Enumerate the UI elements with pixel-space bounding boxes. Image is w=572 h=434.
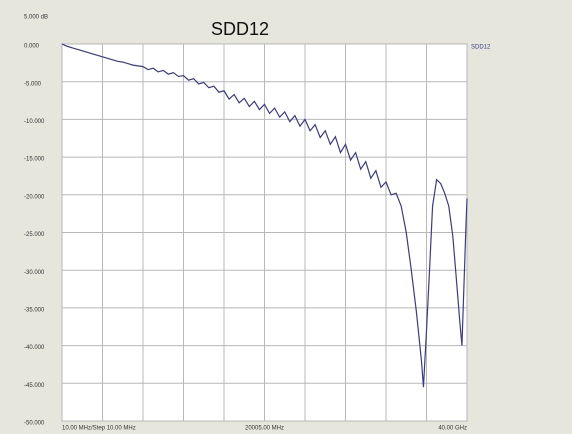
x-axis-label: 10.00 MHz/Step 10.00 MHz [62,426,136,432]
y-tick-label: -25.000 [24,232,45,238]
y-tick-label: -40.000 [24,345,45,351]
x-axis-label: 40.00 GHz [438,426,467,432]
series-line [61,43,468,388]
y-tick-label: -50.000 [24,421,45,427]
y-tick-label: -15.000 [24,157,45,163]
chart-title: SDD12 [211,19,269,39]
y-tick-label: -30.000 [24,270,45,276]
y-tick-label: -5.000 [24,81,42,87]
y-tick-label: -45.000 [24,383,45,389]
x-axis-label: 20005.00 MHz [245,426,284,432]
legend-label: SDD12 [471,45,491,51]
y-tick-label: -20.000 [24,194,45,200]
y-tick-label: -10.000 [24,119,45,125]
y-tick-label: -35.000 [24,307,45,313]
y-tick-label: 0.000 [24,44,40,50]
top-label: 5.000 dB [24,15,48,21]
